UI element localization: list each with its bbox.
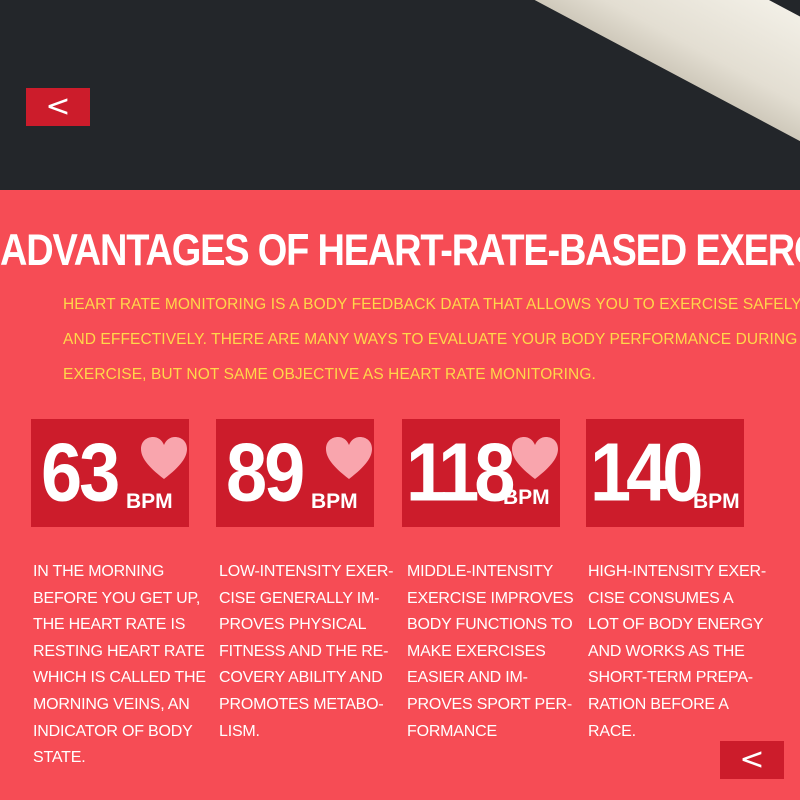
- heart-rate-card-118: 118: [402, 419, 560, 527]
- description-line: STATE.: [33, 749, 86, 767]
- heart-rate-card-140: 140: [586, 419, 744, 527]
- description-line: PROMOTES METABO-: [219, 695, 384, 713]
- description-line: MAKE EXERCISES: [407, 642, 546, 660]
- description-line: CISE GENERALLY IM-: [219, 589, 380, 607]
- description-line: LISM.: [219, 722, 260, 740]
- intro-paragraph: HEART RATE MONITORING IS A BODY FEEDBACK…: [63, 287, 800, 392]
- description-line: LOW-INTENSITY EXER-: [219, 563, 394, 580]
- description-line: FITNESS AND THE RE-: [219, 642, 389, 660]
- description-line: RESTING HEART RATE: [33, 642, 205, 660]
- chevron-left-icon: <: [739, 742, 765, 777]
- description-line: MIDDLE-INTENSITY: [407, 563, 554, 580]
- bpm-value: 118: [406, 425, 515, 519]
- next-image-button[interactable]: <: [720, 741, 784, 779]
- intro-line: EXERCISE, BUT NOT SAME OBJECTIVE AS HEAR…: [63, 366, 596, 383]
- description-line: PROVES PHYSICAL: [219, 616, 367, 634]
- heart-rate-card-63: 63: [31, 419, 189, 527]
- description-line: THE HEART RATE IS: [33, 616, 186, 634]
- card-description: IN THE MORNING BEFORE YOU GET UP, THE HE…: [33, 559, 206, 772]
- bpm-unit: BPM: [311, 490, 358, 513]
- description-line: FORMANCE: [407, 722, 497, 740]
- description-line: RATION BEFORE A: [588, 695, 729, 713]
- description-line: INDICATOR OF BODY: [33, 722, 193, 740]
- heart-icon: [326, 437, 372, 479]
- description-line: HIGH-INTENSITY EXER-: [588, 563, 766, 580]
- previous-image-button[interactable]: <: [26, 88, 90, 126]
- description-line: RACE.: [588, 722, 636, 740]
- product-image-banner: [0, 0, 800, 190]
- card-description: LOW-INTENSITY EXER- CISE GENERALLY IM- P…: [219, 559, 394, 745]
- bpm-value: 63: [41, 425, 120, 519]
- description-line: AND WORKS AS THE: [588, 642, 745, 660]
- description-line: SHORT-TERM PREPA-: [588, 669, 753, 687]
- description-line: IN THE MORNING: [33, 563, 165, 580]
- description-line: MORNING VEINS, AN: [33, 695, 190, 713]
- description-line: EASIER AND IM-: [407, 669, 528, 687]
- bpm-unit: BPM: [126, 490, 173, 513]
- heart-icon: [512, 437, 558, 479]
- section-title: ADVANTAGES OF HEART-RATE-BASED EXERCISES: [0, 226, 800, 276]
- heart-icon: [141, 437, 187, 479]
- bpm-value: 140: [590, 425, 703, 519]
- intro-line: AND EFFECTIVELY. THERE ARE MANY WAYS TO …: [63, 331, 798, 348]
- description-line: BEFORE YOU GET UP,: [33, 589, 201, 607]
- description-line: CISE CONSUMES A: [588, 589, 734, 607]
- description-line: WHICH IS CALLED THE: [33, 669, 206, 687]
- chevron-left-icon: <: [45, 89, 71, 124]
- description-line: LOT OF BODY ENERGY: [588, 616, 764, 634]
- description-line: COVERY ABILITY AND: [219, 669, 383, 687]
- heart-rate-card-89: 89: [216, 419, 374, 527]
- description-line: BODY FUNCTIONS TO: [407, 616, 573, 634]
- intro-line: HEART RATE MONITORING IS A BODY FEEDBACK…: [63, 296, 800, 313]
- bpm-unit: BPM: [503, 486, 550, 509]
- bpm-value: 89: [226, 425, 305, 519]
- card-description: MIDDLE-INTENSITY EXERCISE IMPROVES BODY …: [407, 559, 577, 745]
- description-line: EXERCISE IMPROVES: [407, 589, 574, 607]
- watch-strap-image: [468, 0, 800, 163]
- bpm-unit: BPM: [693, 490, 740, 513]
- card-description: HIGH-INTENSITY EXER- CISE CONSUMES A LOT…: [588, 559, 766, 745]
- description-line: PROVES SPORT PER-: [407, 695, 572, 713]
